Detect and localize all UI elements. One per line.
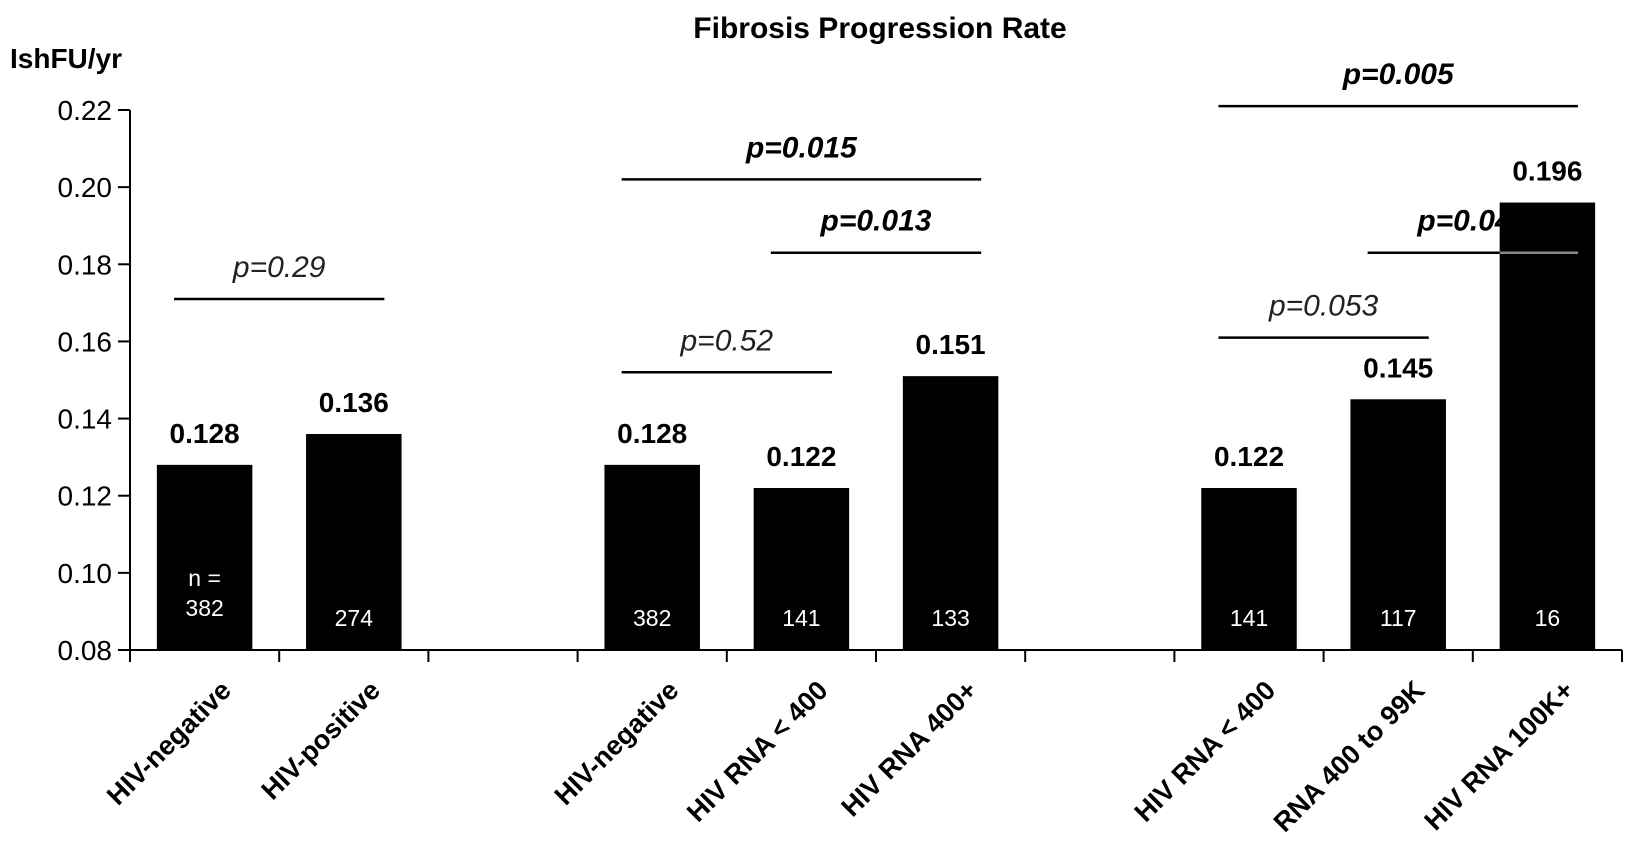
bar xyxy=(604,464,700,650)
bar-n-label: 141 xyxy=(1230,605,1268,631)
bar-value-label: 0.122 xyxy=(1214,441,1284,472)
p-value-label: p=0.29 xyxy=(232,251,326,284)
bar xyxy=(1350,399,1446,650)
bar-n-label: 274 xyxy=(335,605,374,631)
bar-value-label: 0.196 xyxy=(1512,156,1582,187)
bar xyxy=(1201,488,1297,650)
x-tick-label: HIV-negative xyxy=(549,675,685,811)
bar xyxy=(1499,202,1596,651)
x-tick-label: HIV RNA < 400 xyxy=(681,675,834,828)
p-value-label: p=0.015 xyxy=(745,131,858,164)
y-tick-label: 0.20 xyxy=(58,172,113,203)
x-tick-label: HIV-positive xyxy=(256,675,386,805)
x-tick-label: HIV-negative xyxy=(101,675,237,811)
x-axis: HIV-negative HIV-positive HIV-negativeHIV … xyxy=(101,649,1623,838)
p-value-label: p=0.013 xyxy=(820,205,932,238)
y-axis: 0.08 0.10 0.12 0.14 0.16 0.18 0.20 0.22 xyxy=(58,95,131,666)
y-tick-label: 0.12 xyxy=(58,481,113,512)
p-value-label: p=0.044 xyxy=(1416,205,1528,238)
y-tick-label: 0.14 xyxy=(58,404,113,435)
y-tick-label: 0.08 xyxy=(58,635,113,666)
bar xyxy=(753,488,850,650)
bar-value-label: 0.122 xyxy=(766,441,836,472)
bar-value-label: 0.128 xyxy=(617,418,687,449)
p-value-label: p=0.005 xyxy=(1342,58,1455,91)
bar xyxy=(156,464,253,650)
bar-n-label: 382 xyxy=(633,605,671,631)
x-tick-label: HIV RNA < 400 xyxy=(1129,675,1282,828)
y-tick-label: 0.16 xyxy=(58,326,113,357)
bar xyxy=(306,434,402,650)
bar-n-label: 133 xyxy=(931,605,969,631)
bar-value-label: 0.151 xyxy=(916,329,986,360)
bar xyxy=(902,376,999,650)
bar-n-label: 141 xyxy=(782,605,820,631)
y-tick-label: 0.22 xyxy=(58,95,113,126)
bar-value-label: 0.128 xyxy=(170,418,240,449)
bar-value-label: 0.145 xyxy=(1363,352,1433,383)
p-value-label: p=0.52 xyxy=(680,324,774,357)
y-axis-label: IshFU/yr xyxy=(10,43,122,74)
p-value-label: p=0.053 xyxy=(1268,290,1379,323)
bars: 0.128 n = 382 0.136 274 0.128 382 0.122 141 0.151… xyxy=(156,156,1596,651)
comparison-brackets: p=0.29 p=0.52 p=0.013 p=0.015 p=0.053 p=0.044… xyxy=(174,58,1578,374)
x-tick-label: HIV RNA 100K+ xyxy=(1419,675,1580,836)
bar-n-label: 16 xyxy=(1535,605,1561,631)
x-tick-label: HIV RNA 400+ xyxy=(836,675,983,822)
chart-title: Fibrosis Progression Rate xyxy=(693,12,1066,45)
bar-value-label: 0.136 xyxy=(319,387,389,418)
y-tick-label: 0.18 xyxy=(58,249,113,280)
bar-n-label: 117 xyxy=(1380,605,1417,631)
bar-n-prefix: n = xyxy=(188,565,221,591)
bar-n-label: 382 xyxy=(185,595,223,621)
x-tick-label: RNA 400 to 99K xyxy=(1268,675,1431,838)
y-tick-label: 0.10 xyxy=(58,558,113,589)
